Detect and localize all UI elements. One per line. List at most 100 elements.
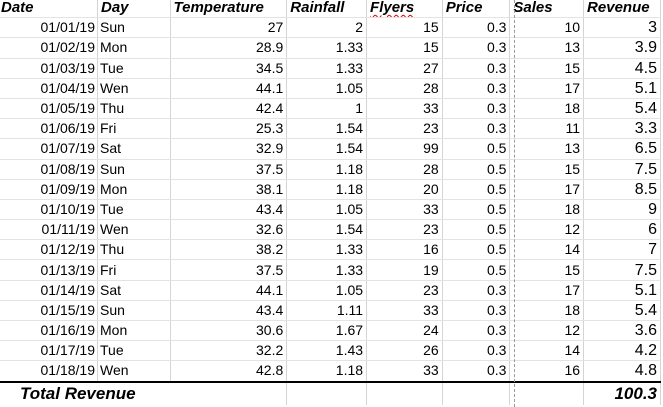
- cell-day[interactable]: Sun: [97, 17, 171, 39]
- cell-revenue[interactable]: 5.4: [583, 300, 661, 322]
- header-sales[interactable]: Sales: [509, 0, 585, 19]
- cell-date[interactable]: 01/07/19: [0, 138, 98, 160]
- cell-flyers[interactable]: 33: [366, 300, 443, 322]
- cell-price[interactable]: 0.3: [442, 37, 511, 59]
- cell-sales[interactable]: 14: [509, 340, 585, 362]
- cell-date[interactable]: 01/03/19: [0, 58, 98, 79]
- cell-flyers[interactable]: 27: [366, 58, 443, 79]
- cell-sales[interactable]: 17: [509, 78, 585, 99]
- cell-revenue[interactable]: 7.5: [583, 159, 661, 180]
- cell-flyers[interactable]: 33: [366, 360, 443, 383]
- cell-sales[interactable]: 13: [509, 138, 585, 160]
- cell-rainfall[interactable]: 2: [286, 17, 368, 39]
- cell-date[interactable]: 01/13/19: [0, 259, 98, 281]
- cell-rainfall[interactable]: 1.54: [286, 138, 368, 160]
- cell-day[interactable]: Tue: [97, 199, 171, 221]
- cell-price[interactable]: 0.3: [442, 98, 511, 120]
- cell-day[interactable]: Mon: [97, 179, 171, 200]
- cell-flyers[interactable]: 23: [366, 118, 443, 140]
- cell-temperature[interactable]: 32.2: [170, 340, 288, 362]
- header-flyers[interactable]: Flyers: [366, 0, 443, 19]
- cell-revenue[interactable]: 3.9: [583, 37, 661, 59]
- cell-flyers[interactable]: 24: [366, 320, 443, 342]
- cell-revenue[interactable]: 9: [583, 199, 661, 221]
- cell-sales[interactable]: 16: [509, 360, 585, 383]
- total-revenue-value[interactable]: 100.3: [583, 380, 661, 405]
- cell-revenue[interactable]: 4.8: [583, 360, 661, 383]
- cell-temperature[interactable]: 34.5: [170, 58, 288, 79]
- cell-price[interactable]: 0.3: [442, 58, 511, 79]
- empty-cell[interactable]: [366, 380, 443, 405]
- cell-day[interactable]: Sat: [97, 280, 171, 301]
- cell-date[interactable]: 01/18/19: [0, 360, 98, 383]
- cell-temperature[interactable]: 38.1: [170, 179, 288, 200]
- cell-day[interactable]: Sun: [97, 159, 171, 180]
- cell-rainfall[interactable]: 1.54: [286, 118, 368, 140]
- cell-temperature[interactable]: 43.4: [170, 300, 288, 322]
- cell-revenue[interactable]: 3: [583, 17, 661, 39]
- cell-date[interactable]: 01/08/19: [0, 159, 98, 180]
- cell-rainfall[interactable]: 1: [286, 98, 368, 120]
- cell-flyers[interactable]: 99: [366, 138, 443, 160]
- cell-flyers[interactable]: 19: [366, 259, 443, 281]
- header-revenue[interactable]: Revenue: [583, 0, 661, 19]
- cell-revenue[interactable]: 5.4: [583, 98, 661, 120]
- cell-sales[interactable]: 11: [509, 118, 585, 140]
- cell-rainfall[interactable]: 1.05: [286, 280, 368, 301]
- cell-flyers[interactable]: 23: [366, 219, 443, 241]
- cell-price[interactable]: 0.3: [442, 320, 511, 342]
- cell-date[interactable]: 01/10/19: [0, 199, 98, 221]
- cell-rainfall[interactable]: 1.18: [286, 179, 368, 200]
- cell-flyers[interactable]: 20: [366, 179, 443, 200]
- cell-temperature[interactable]: 44.1: [170, 78, 288, 99]
- cell-price[interactable]: 0.5: [442, 159, 511, 180]
- cell-price[interactable]: 0.3: [442, 340, 511, 362]
- cell-flyers[interactable]: 28: [366, 159, 443, 180]
- cell-sales[interactable]: 17: [509, 280, 585, 301]
- header-temperature[interactable]: Temperature: [170, 0, 288, 19]
- cell-flyers[interactable]: 33: [366, 98, 443, 120]
- cell-day[interactable]: Sat: [97, 138, 171, 160]
- cell-rainfall[interactable]: 1.05: [286, 199, 368, 221]
- cell-day[interactable]: Wen: [97, 78, 171, 99]
- cell-temperature[interactable]: 32.6: [170, 219, 288, 241]
- cell-date[interactable]: 01/14/19: [0, 280, 98, 301]
- cell-date[interactable]: 01/04/19: [0, 78, 98, 99]
- cell-flyers[interactable]: 26: [366, 340, 443, 362]
- cell-sales[interactable]: 15: [509, 259, 585, 281]
- cell-price[interactable]: 0.3: [442, 300, 511, 322]
- cell-date[interactable]: 01/05/19: [0, 98, 98, 120]
- cell-rainfall[interactable]: 1.54: [286, 219, 368, 241]
- cell-sales[interactable]: 13: [509, 37, 585, 59]
- cell-sales[interactable]: 18: [509, 300, 585, 322]
- empty-cell[interactable]: [509, 380, 585, 405]
- empty-cell[interactable]: [286, 380, 368, 405]
- total-revenue-label[interactable]: Total Revenue: [0, 380, 288, 405]
- cell-rainfall[interactable]: 1.18: [286, 360, 368, 383]
- cell-revenue[interactable]: 7.5: [583, 259, 661, 281]
- cell-day[interactable]: Wen: [97, 219, 171, 241]
- cell-revenue[interactable]: 5.1: [583, 78, 661, 99]
- cell-price[interactable]: 0.3: [442, 280, 511, 301]
- cell-flyers[interactable]: 16: [366, 239, 443, 261]
- cell-day[interactable]: Thu: [97, 239, 171, 261]
- cell-day[interactable]: Sun: [97, 300, 171, 322]
- cell-price[interactable]: 0.5: [442, 138, 511, 160]
- cell-sales[interactable]: 14: [509, 239, 585, 261]
- cell-temperature[interactable]: 37.5: [170, 159, 288, 180]
- cell-temperature[interactable]: 28.9: [170, 37, 288, 59]
- cell-day[interactable]: Fri: [97, 259, 171, 281]
- cell-temperature[interactable]: 32.9: [170, 138, 288, 160]
- cell-rainfall[interactable]: 1.05: [286, 78, 368, 99]
- cell-price[interactable]: 0.3: [442, 360, 511, 383]
- cell-temperature[interactable]: 38.2: [170, 239, 288, 261]
- cell-revenue[interactable]: 4.5: [583, 58, 661, 79]
- cell-rainfall[interactable]: 1.33: [286, 259, 368, 281]
- cell-temperature[interactable]: 25.3: [170, 118, 288, 140]
- cell-revenue[interactable]: 5.1: [583, 280, 661, 301]
- header-price[interactable]: Price: [442, 0, 511, 19]
- cell-date[interactable]: 01/17/19: [0, 340, 98, 362]
- cell-day[interactable]: Mon: [97, 37, 171, 59]
- cell-rainfall[interactable]: 1.33: [286, 37, 368, 59]
- cell-temperature[interactable]: 42.8: [170, 360, 288, 383]
